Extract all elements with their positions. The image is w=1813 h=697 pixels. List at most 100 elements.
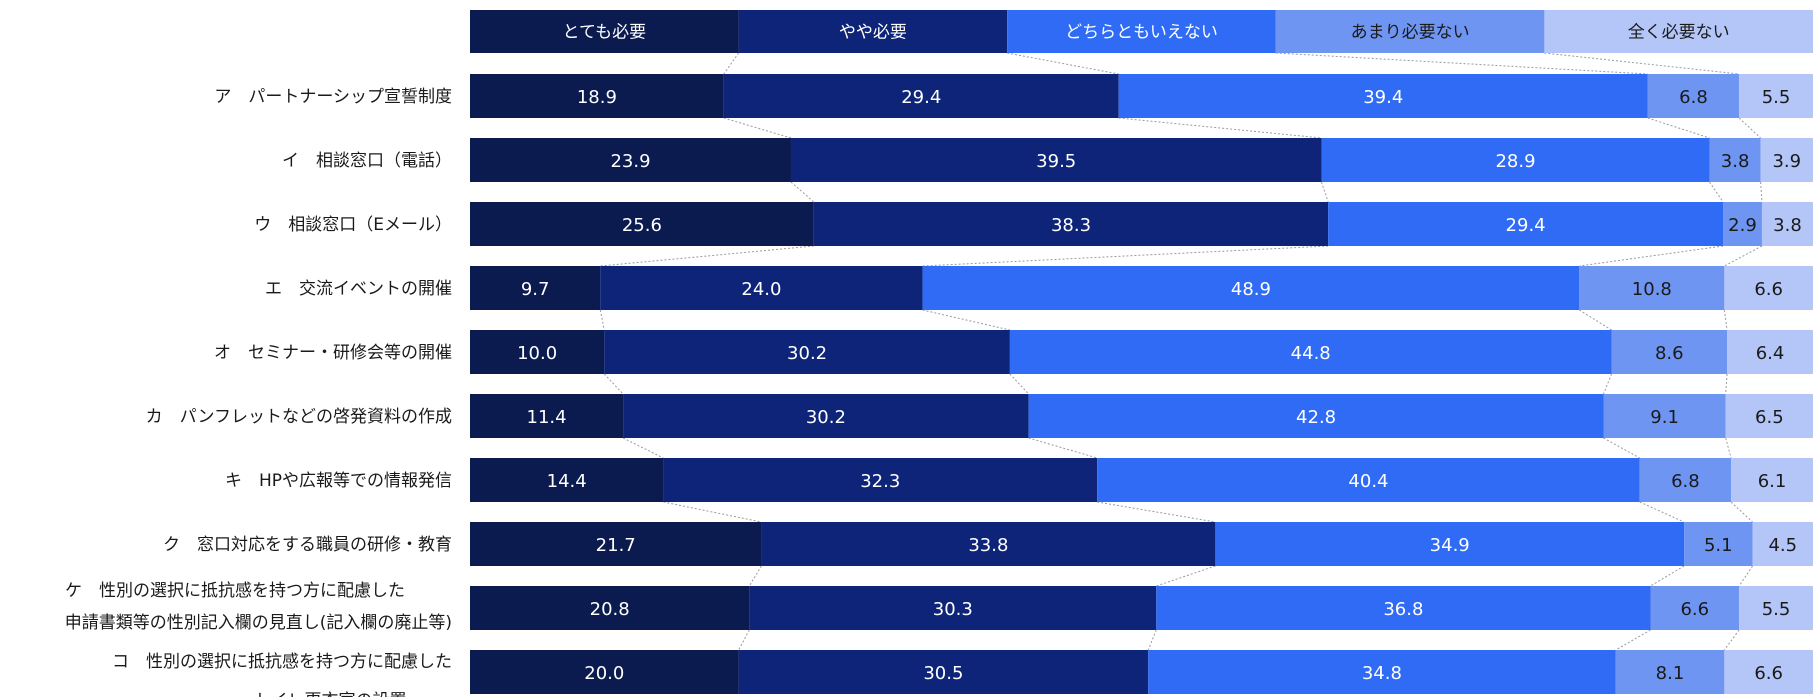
data-label: 5.5 xyxy=(1762,87,1791,108)
bar-segment xyxy=(1724,266,1813,310)
category-label: イ 相談窓口（電話） xyxy=(282,151,452,171)
bar-segment xyxy=(1639,458,1732,502)
bar-segment xyxy=(1097,458,1640,502)
data-label: 14.4 xyxy=(547,471,587,492)
connector-line xyxy=(603,373,624,395)
bar-segment xyxy=(1579,266,1725,310)
connector-line xyxy=(922,309,1010,331)
bars: 18.9 29.4 39.4 6.8 5.5 23.9 39.5 28.9 3.8 3.9 25.6… xyxy=(470,74,1813,694)
bar-segment xyxy=(663,458,1098,502)
bar-segment xyxy=(1647,74,1740,118)
bar-segment xyxy=(1028,394,1604,438)
connector-line xyxy=(1738,565,1753,587)
data-label: 6.6 xyxy=(1680,599,1709,620)
connector-line xyxy=(738,629,750,651)
connector-line xyxy=(723,117,792,139)
data-label: 32.3 xyxy=(860,471,900,492)
data-label: 6.8 xyxy=(1671,471,1700,492)
connector-line xyxy=(1147,629,1157,651)
bar-segment xyxy=(1215,522,1685,566)
data-label: 30.3 xyxy=(933,599,973,620)
bar-segment xyxy=(1731,458,1813,502)
category-label: ケ 性別の選択に抵抗感を持つ方に配慮した xyxy=(65,581,405,601)
data-label: 30.2 xyxy=(787,343,827,364)
legend-label-3: どちらともいえない xyxy=(1065,23,1218,43)
bar-segment xyxy=(1148,650,1616,694)
bar-segment xyxy=(470,394,624,438)
category-label: トイレ更衣室の設置 xyxy=(254,691,407,697)
bar-segment xyxy=(1321,138,1710,182)
bar-segment xyxy=(922,266,1580,310)
data-label: 6.6 xyxy=(1754,279,1783,300)
connector-line xyxy=(922,245,1329,267)
bar-segment xyxy=(1739,74,1813,118)
data-label: 6.4 xyxy=(1756,343,1785,364)
category-label: ア パートナーシップ宣誓制度 xyxy=(214,87,452,107)
connector-line xyxy=(1156,565,1216,587)
bar-segment xyxy=(1118,74,1648,118)
connector-line xyxy=(599,309,605,331)
bar-segment xyxy=(1156,586,1651,630)
connector-line xyxy=(1760,181,1763,203)
connector-line xyxy=(790,181,815,203)
data-label: 30.5 xyxy=(923,663,963,684)
data-label: 20.8 xyxy=(590,599,630,620)
bar-segment xyxy=(749,586,1157,630)
connector-line xyxy=(1118,117,1322,139)
data-label: 36.8 xyxy=(1383,599,1423,620)
legend-swatch-1 xyxy=(470,10,739,53)
connector-line xyxy=(1615,629,1651,651)
data-label: 10.8 xyxy=(1632,279,1672,300)
data-label: 10.0 xyxy=(517,343,557,364)
bar-segment xyxy=(813,202,1329,246)
connector-line xyxy=(1275,52,1648,75)
category-label: カ パンフレットなどの啓発資料の作成 xyxy=(146,407,452,427)
bar-segment xyxy=(1761,202,1813,246)
connector-line xyxy=(1725,437,1732,459)
data-label: 48.9 xyxy=(1231,279,1271,300)
category-label: 申請書類等の性別記入欄の見直し(記入欄の廃止等) xyxy=(65,613,452,633)
bar-segment xyxy=(1603,394,1726,438)
bar-segment xyxy=(470,202,814,246)
data-label: 33.8 xyxy=(968,535,1008,556)
data-label: 6.8 xyxy=(1679,87,1708,108)
connector-line xyxy=(1320,181,1329,203)
legend-label-2: やや必要 xyxy=(839,23,907,43)
data-label: 5.5 xyxy=(1762,599,1791,620)
connector-line xyxy=(1647,117,1710,139)
bar-segment xyxy=(1684,522,1753,566)
connector-line xyxy=(1709,181,1724,203)
bar-segment xyxy=(1752,522,1813,566)
data-label: 40.4 xyxy=(1348,471,1388,492)
bar-segment xyxy=(470,330,605,374)
data-label: 11.4 xyxy=(527,407,567,428)
data-label: 42.8 xyxy=(1296,407,1336,428)
data-label: 34.8 xyxy=(1362,663,1402,684)
data-label: 23.9 xyxy=(610,151,650,172)
connector-line xyxy=(1639,501,1685,523)
connector-line xyxy=(1650,565,1685,587)
data-label: 39.5 xyxy=(1036,151,1076,172)
bar-segment xyxy=(470,458,664,502)
data-label: 2.9 xyxy=(1728,215,1757,236)
data-label: 6.5 xyxy=(1755,407,1784,428)
bar-segment xyxy=(1611,330,1728,374)
connector-line xyxy=(1730,501,1753,523)
connector-line xyxy=(1603,373,1613,395)
bar-segment xyxy=(470,138,791,182)
data-label: 8.1 xyxy=(1656,663,1685,684)
data-label: 25.6 xyxy=(622,215,662,236)
data-label: 34.9 xyxy=(1430,535,1470,556)
legend-swatch-4 xyxy=(1275,10,1545,53)
connector-line xyxy=(1007,52,1119,75)
data-label: 44.8 xyxy=(1291,343,1331,364)
data-label: 39.4 xyxy=(1363,87,1403,108)
data-label: 3.8 xyxy=(1721,151,1750,172)
bar-segment xyxy=(470,74,724,118)
data-label: 38.3 xyxy=(1051,215,1091,236)
category-label: ク 窓口対応をする職員の研修・教育 xyxy=(163,535,452,555)
bar-segment xyxy=(1009,330,1612,374)
data-label: 6.1 xyxy=(1758,471,1787,492)
data-label: 20.0 xyxy=(584,663,624,684)
